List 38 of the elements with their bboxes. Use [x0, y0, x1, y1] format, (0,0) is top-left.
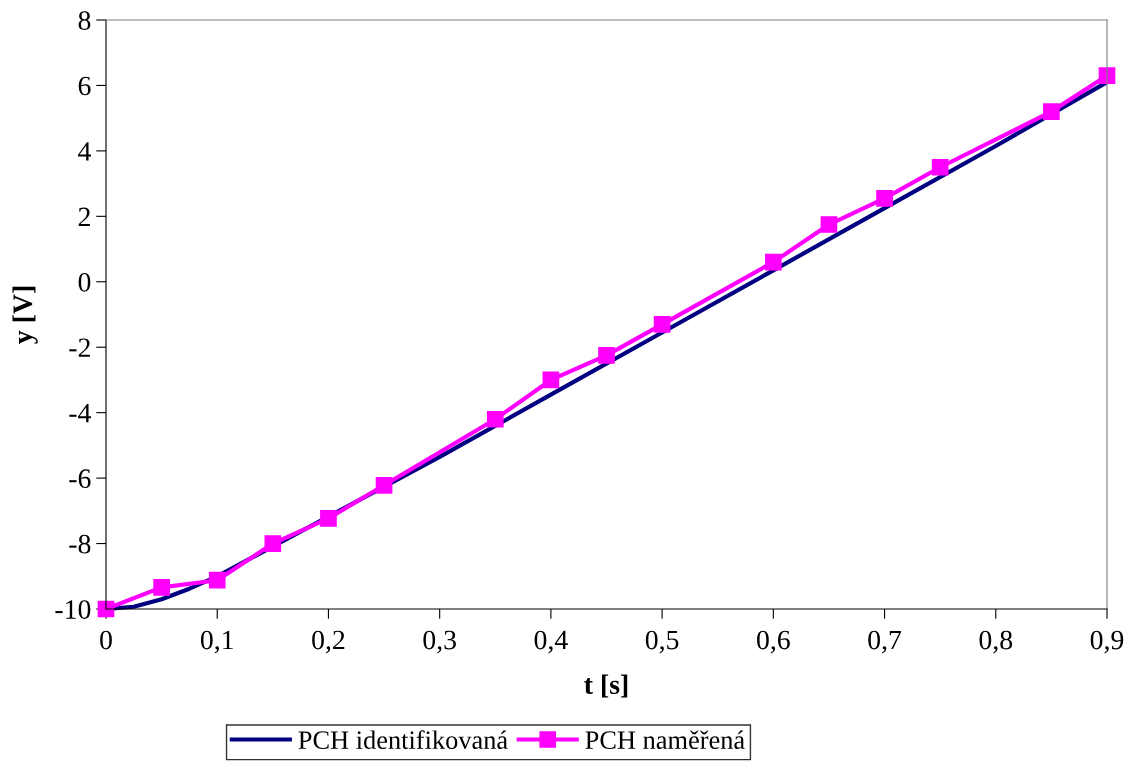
x-tick-label: 0,6: [757, 630, 790, 654]
point: [542, 371, 560, 389]
y-tick-label: -4: [69, 404, 91, 423]
point: [820, 216, 838, 233]
x-tick-label: 0,5: [645, 630, 679, 654]
y-tick-label: 4: [78, 142, 91, 161]
legend-label: PCH identifikovaná: [298, 730, 508, 750]
point: [764, 253, 782, 271]
y-tick-label: 0: [78, 272, 91, 292]
y-tick-label: 2: [78, 207, 90, 226]
point: [876, 190, 893, 207]
point: [486, 410, 504, 428]
y-tick-label: -10: [55, 600, 91, 619]
x-tick-label: 0: [100, 630, 112, 650]
y-tick-label: -2: [69, 338, 90, 357]
point: [375, 476, 393, 494]
y-tick-label: 8: [78, 11, 91, 30]
x-tick-label: 0,2: [312, 630, 345, 654]
y-tick-label: 6: [78, 76, 91, 96]
point: [1043, 103, 1060, 120]
x-axis-title: t [s]: [584, 674, 628, 698]
x-tick-label: 0,1: [200, 630, 233, 654]
point: [208, 571, 226, 589]
point: [653, 315, 671, 333]
point: [598, 347, 615, 364]
legend-label: PCH naměřená: [585, 730, 745, 750]
x-tick-label: 0,3: [423, 630, 456, 654]
point: [153, 579, 170, 596]
point: [320, 510, 337, 527]
y-tick-label: -6: [69, 469, 91, 489]
y-tick-label: -8: [69, 534, 91, 554]
x-tick-label: 0,9: [1090, 630, 1124, 654]
point: [931, 158, 949, 176]
x-tick-label: 0,8: [979, 630, 1013, 654]
x-tick-label: 0,7: [868, 630, 902, 654]
point: [264, 535, 282, 552]
y-axis-title: y [V]: [12, 286, 38, 344]
x-tick-label: 0,4: [534, 630, 568, 654]
